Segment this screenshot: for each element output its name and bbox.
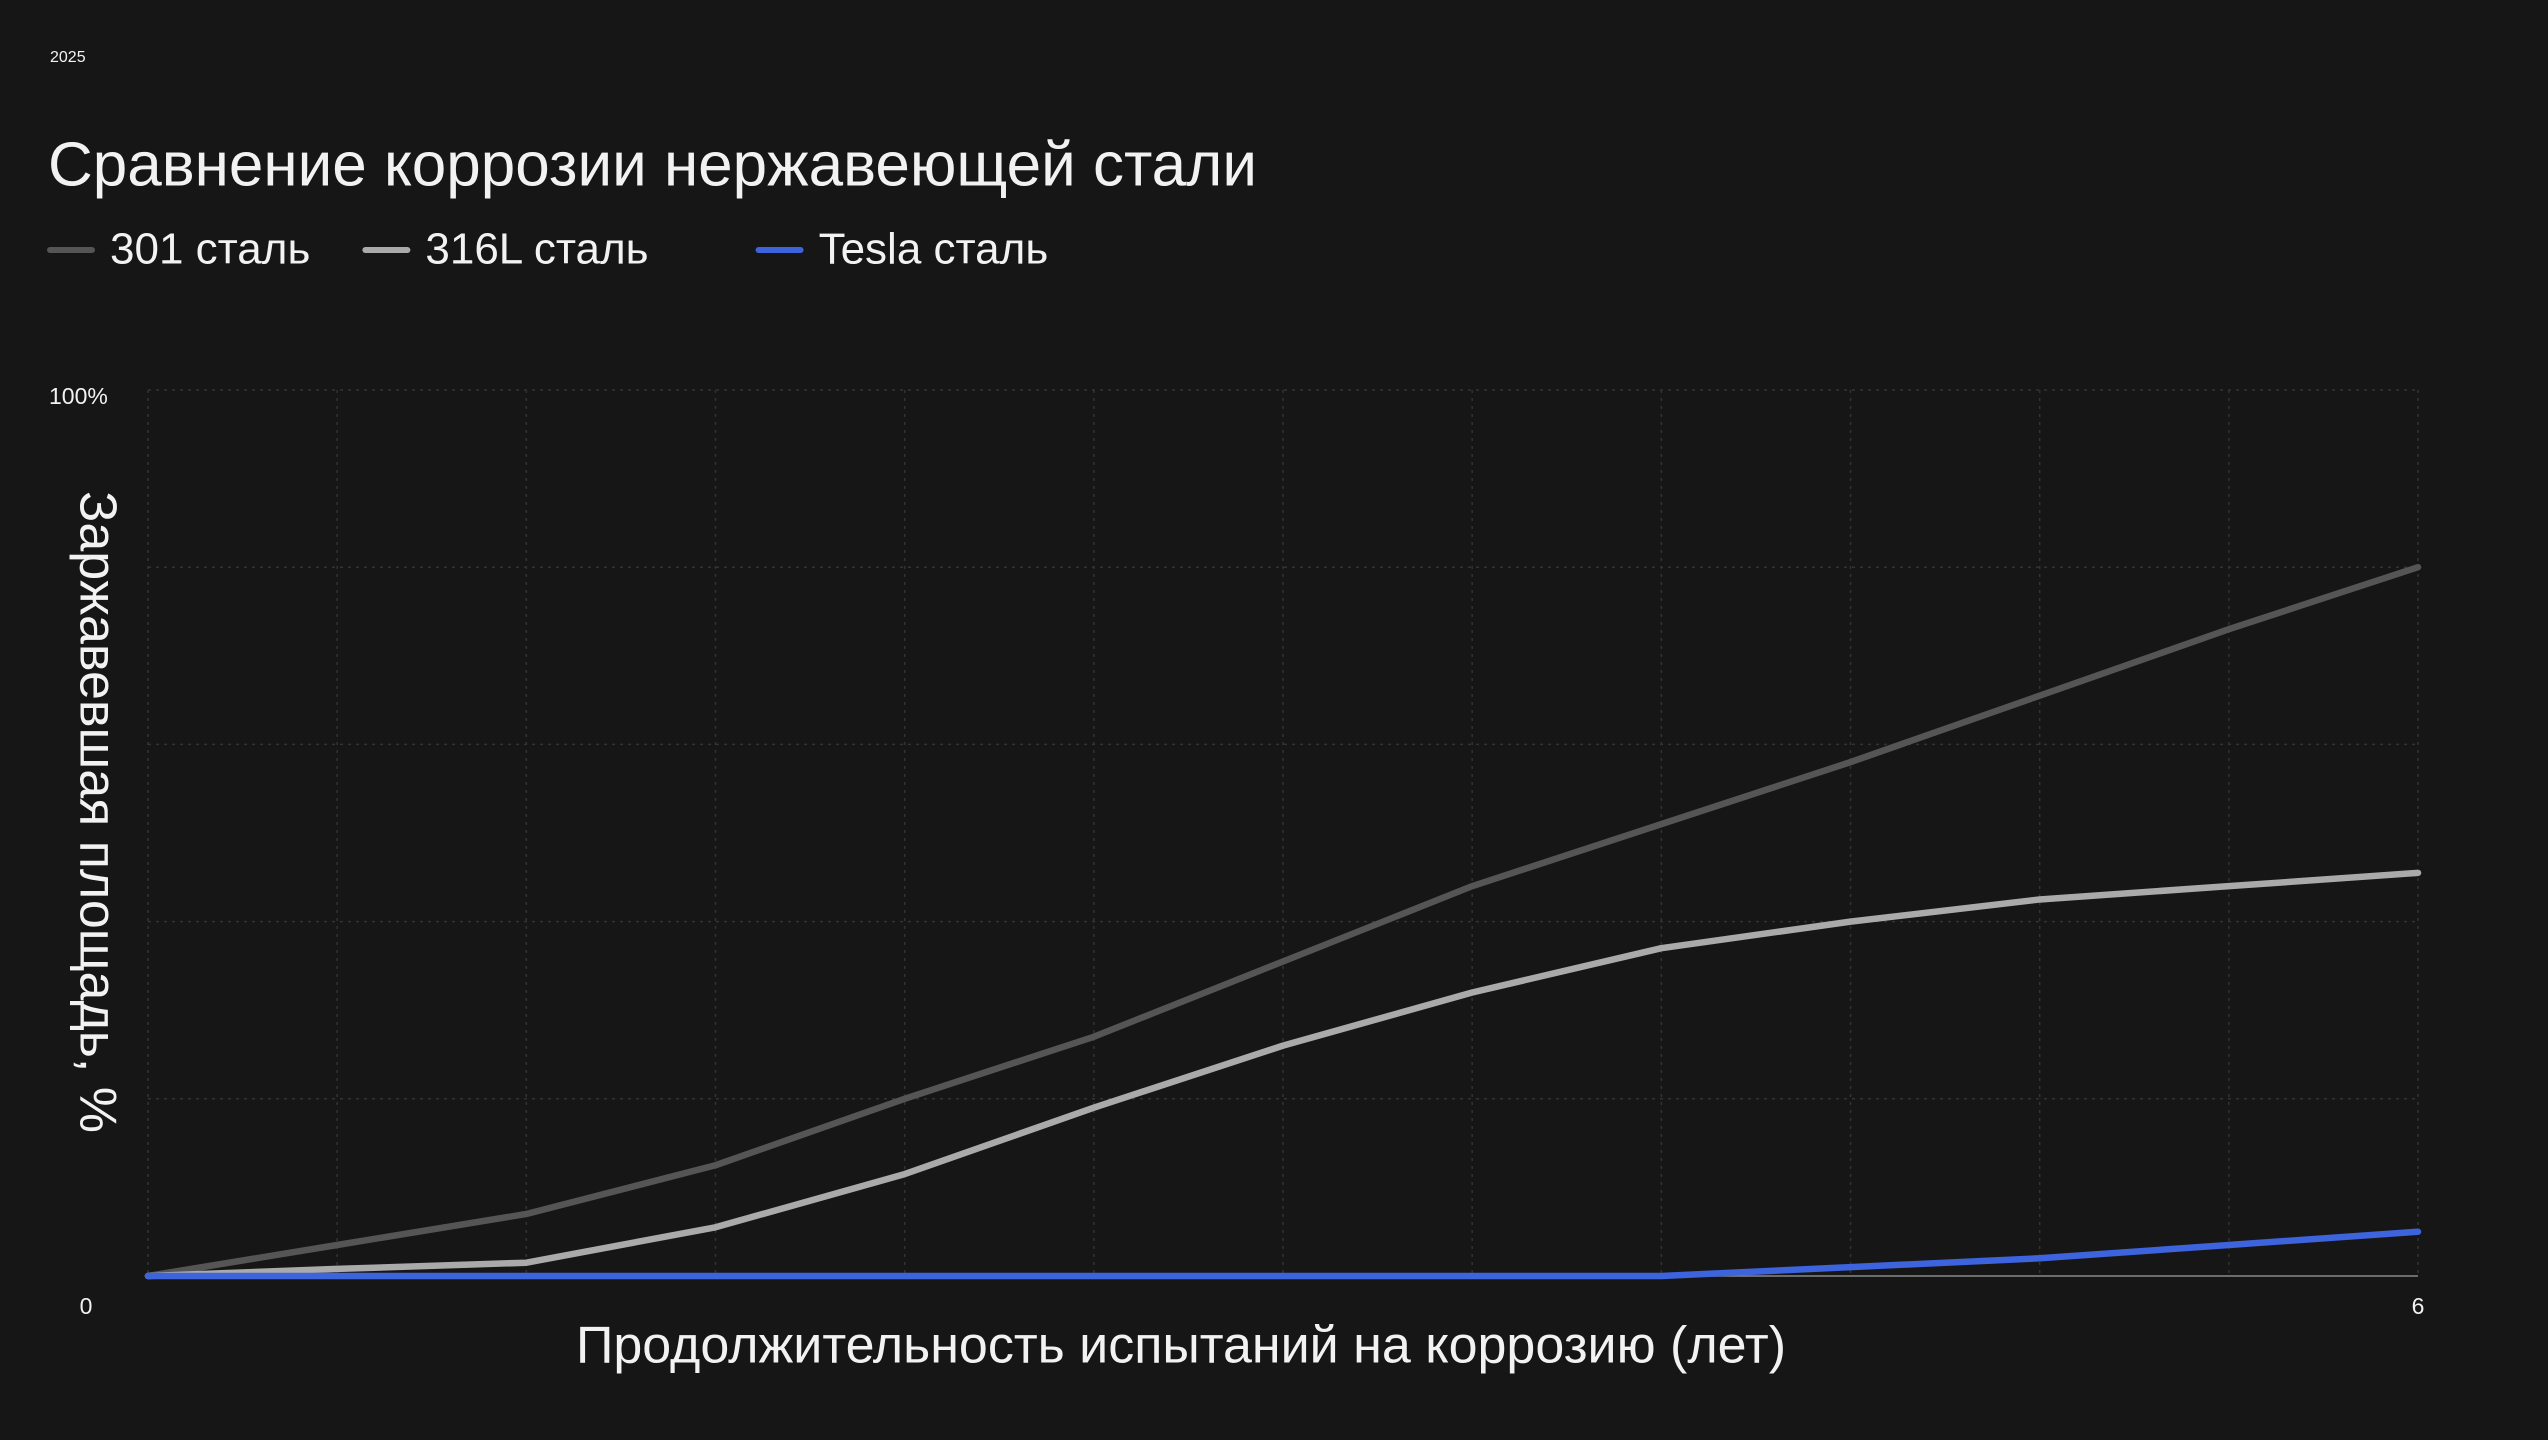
x-axis-label: Продолжительность испытаний на коррозию … [576,1317,1786,1375]
y-tick-label: 0 [80,1293,93,1319]
line-series [144,563,2422,1280]
legend-label: Tesla сталь [819,225,1049,274]
x-tick-label: 6 [2412,1293,2425,1319]
legend-label: 316L сталь [425,225,648,274]
line-series [144,869,2422,1280]
y-tick-label: 100% [49,383,108,409]
y-axis-label: Заржавевшая площадь, % [68,491,126,1133]
line-series [144,1228,2422,1280]
chart-title: Сравнение коррозии нержавеющей стали [48,130,1257,199]
year-label: 2025 [50,49,86,66]
legend-label: 301 сталь [110,225,310,274]
